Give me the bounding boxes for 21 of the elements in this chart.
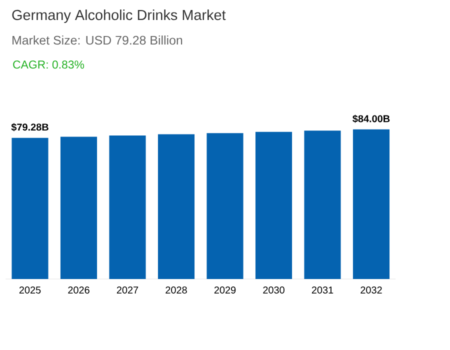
data-label: $79.28B (11, 123, 48, 132)
x-tick-label: 2025 (19, 286, 41, 294)
x-tick-label: 2026 (68, 286, 90, 294)
data-label: $84.00B (352, 114, 390, 123)
bar (206, 133, 244, 279)
bar (109, 135, 146, 279)
x-tick-label: 2031 (312, 286, 334, 294)
x-tick-label: 2029 (214, 286, 236, 294)
x-tick-label: 2027 (116, 286, 138, 294)
bar (304, 130, 341, 279)
bar (255, 132, 292, 279)
bar (12, 138, 48, 279)
x-tick-label: 2032 (360, 286, 382, 294)
chart-subtitle: Market Size: USD 79.28 Billion (12, 36, 182, 45)
bar (158, 134, 195, 279)
bar (60, 136, 98, 279)
x-tick-label: 2028 (166, 286, 187, 294)
x-tick-label: 2030 (263, 286, 284, 294)
chart-title: Germany Alcoholic Drinks Market (12, 10, 226, 23)
text: CAGR: 0.83% (13, 60, 84, 69)
bar (352, 129, 390, 279)
